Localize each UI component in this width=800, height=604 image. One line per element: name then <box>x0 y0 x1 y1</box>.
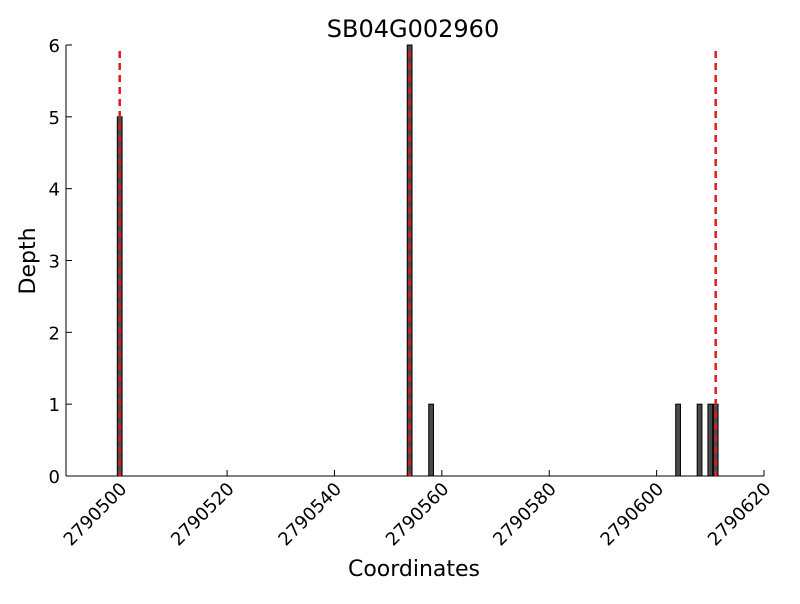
x-tick-label: 2790580 <box>489 479 561 551</box>
y-tick-label: 5 <box>49 108 60 129</box>
x-tick-label: 2790520 <box>167 479 239 551</box>
chart-title: SB04G002960 <box>327 15 499 43</box>
x-tick-label: 2790540 <box>274 479 346 551</box>
y-tick-label: 6 <box>49 36 60 57</box>
x-tick-label: 2790620 <box>704 479 776 551</box>
x-tick-label: 2790560 <box>382 479 454 551</box>
x-axis-label: Coordinates <box>348 557 480 582</box>
y-tick-label: 0 <box>49 467 60 488</box>
plot-area: 0 1 2 3 4 5 6 2790500 2790520 2790540 2790560 27905… <box>49 36 776 550</box>
bar <box>675 403 681 477</box>
y-tick-label: 3 <box>49 252 60 273</box>
y-tick-label: 1 <box>49 395 60 416</box>
y-tick-label: 2 <box>49 323 60 344</box>
y-axis-label: Depth <box>16 227 41 294</box>
bar <box>707 403 714 477</box>
x-tick-label: 2790500 <box>60 479 132 551</box>
y-tick-label: 4 <box>49 180 60 201</box>
bar <box>428 403 434 477</box>
bar <box>696 403 703 477</box>
x-tick-label: 2790600 <box>597 479 669 551</box>
